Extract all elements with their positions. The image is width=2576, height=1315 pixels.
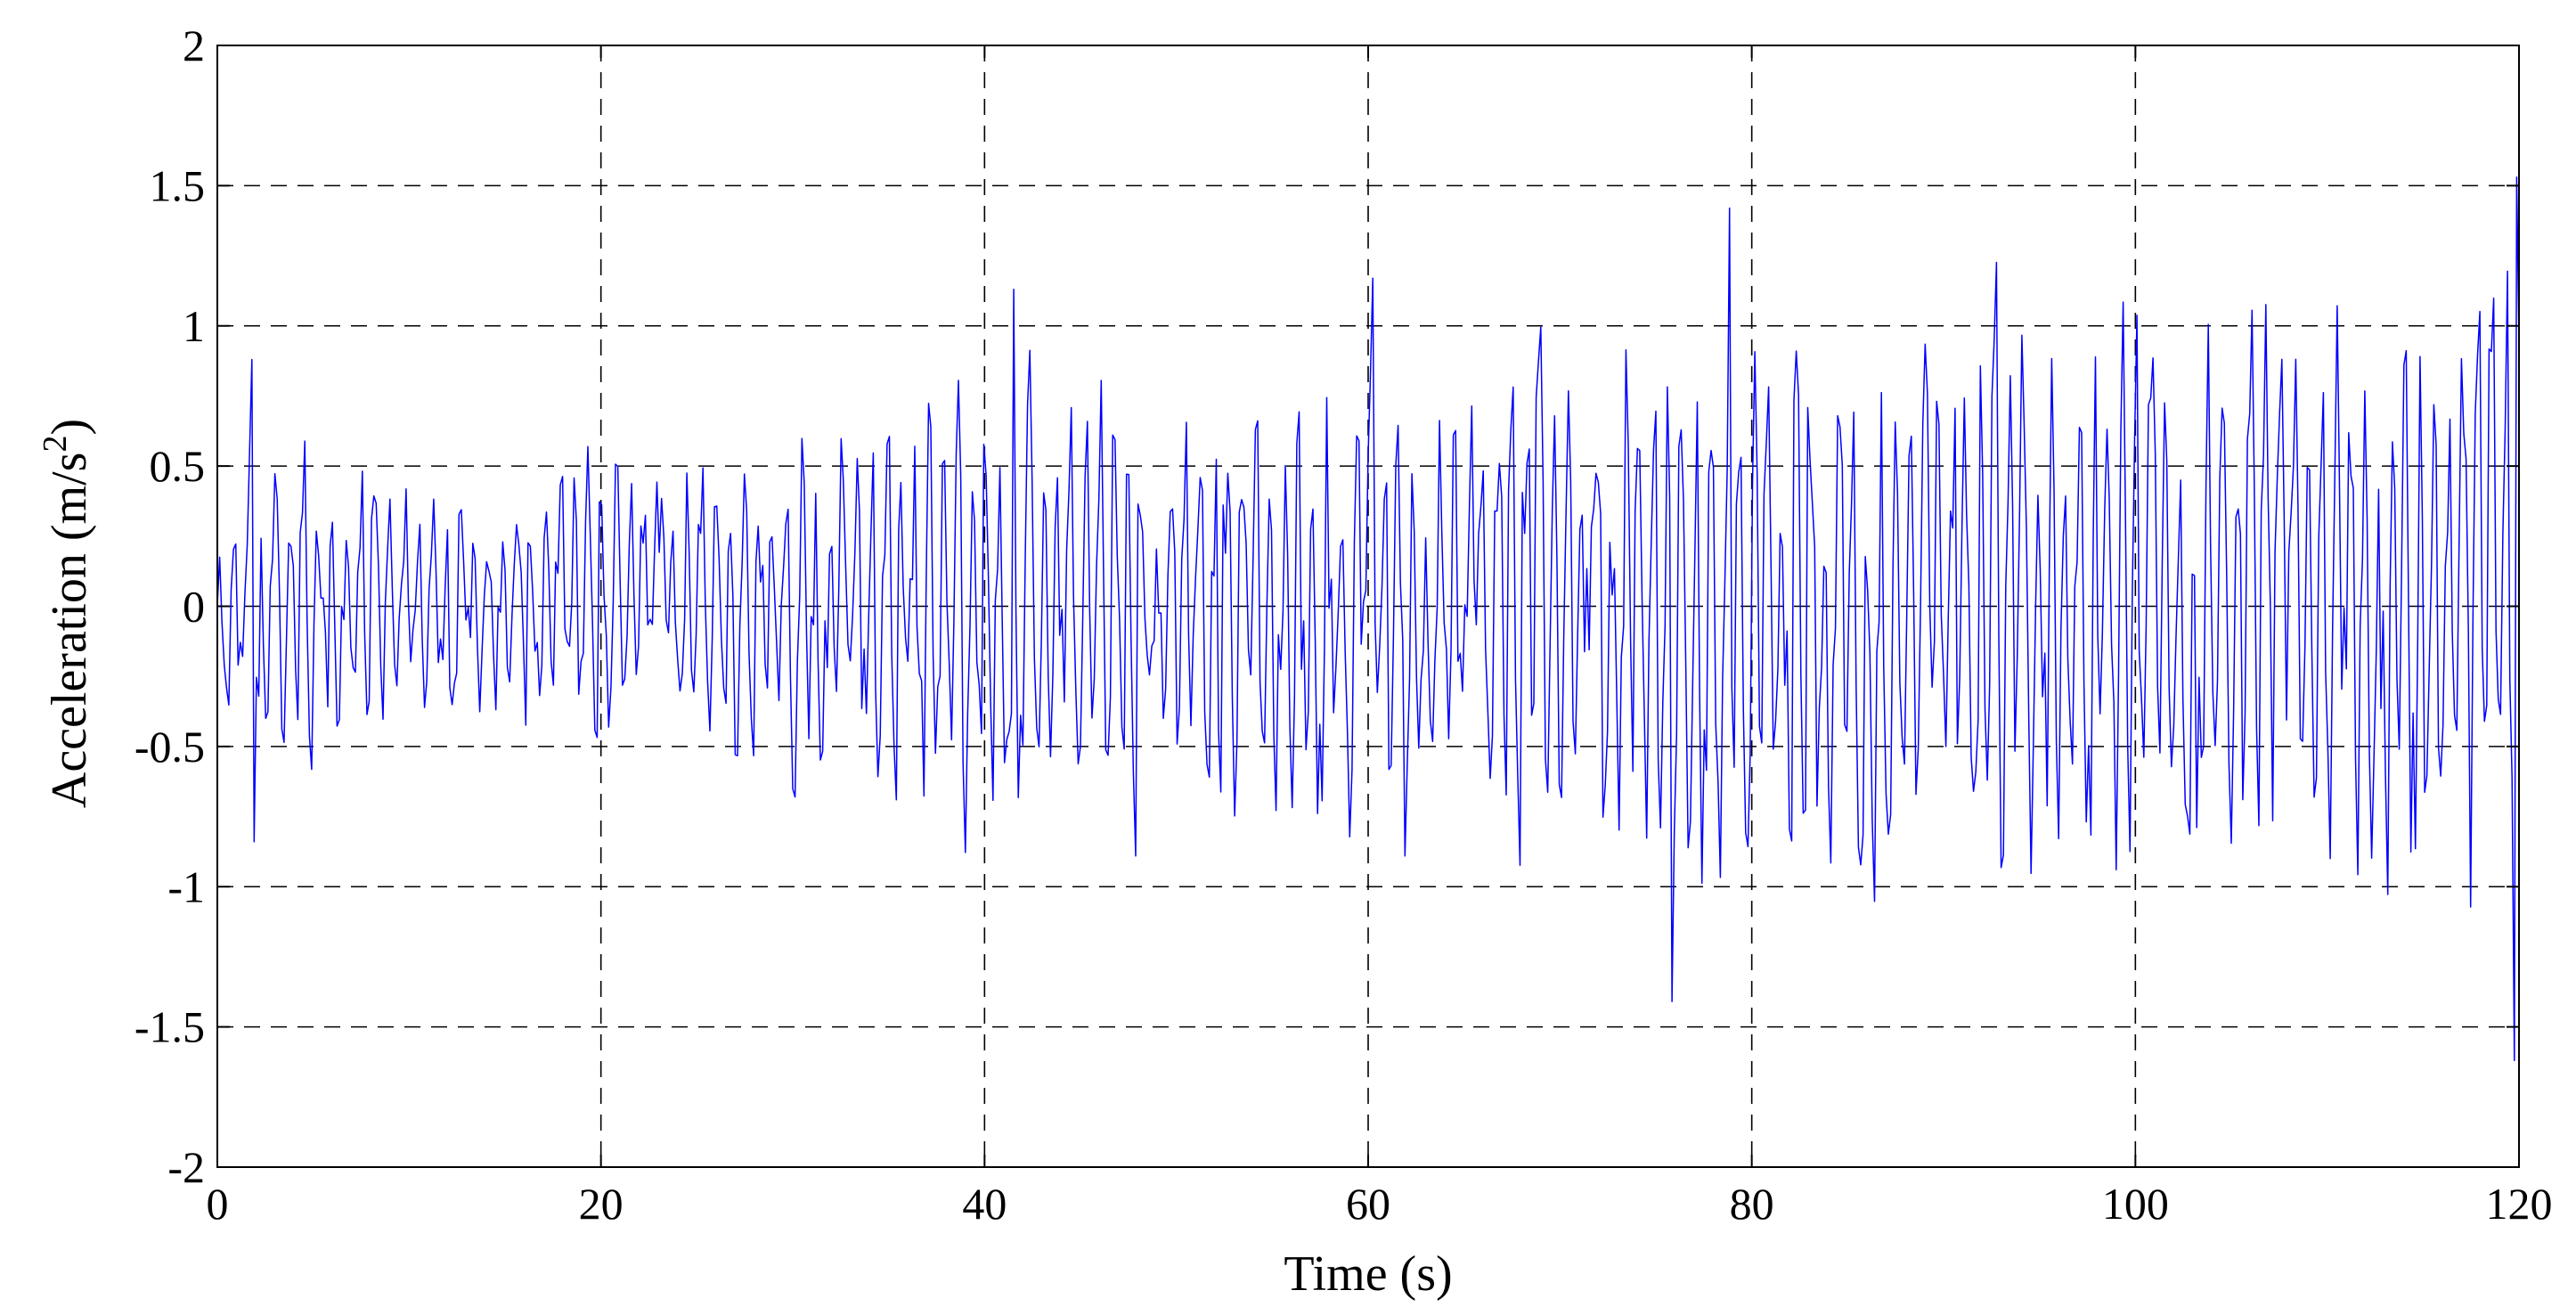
y-tick-label: 2 — [183, 20, 205, 70]
x-axis-label: Time (s) — [1284, 1246, 1452, 1302]
x-tick-label: 120 — [2486, 1179, 2553, 1229]
y-axis-label-main: Acceleration (m/s — [42, 453, 97, 809]
y-tick-label: 1 — [183, 301, 205, 351]
acceleration-series-line — [216, 176, 2520, 1062]
y-axis-label: Acceleration (m/s2) — [37, 419, 97, 808]
tick-labels: 0 20 40 60 80 100 120 2 1.5 1 0.5 0 -0.5 -1 -1.5 -2 — [135, 20, 2553, 1229]
y-axis-label-superscript: 2 — [37, 436, 74, 453]
x-tick-label: 100 — [2102, 1179, 2169, 1229]
y-tick-label: -1.5 — [135, 1002, 205, 1052]
x-tick-label: 60 — [1346, 1179, 1390, 1229]
y-tick-label: 0.5 — [150, 441, 206, 491]
x-tick-label: 20 — [579, 1179, 624, 1229]
series-layer — [216, 176, 2520, 1062]
tick-marks — [216, 45, 2520, 1168]
x-tick-label: 0 — [207, 1179, 229, 1229]
x-tick-label: 80 — [1730, 1179, 1774, 1229]
grid-lines — [217, 45, 2519, 1167]
y-tick-label: -0.5 — [135, 722, 205, 772]
y-tick-label: 1.5 — [150, 160, 206, 210]
y-axis-label-close: ) — [42, 419, 97, 436]
y-tick-label: -2 — [167, 1142, 205, 1192]
y-tick-label: -1 — [167, 862, 205, 911]
x-tick-label: 40 — [962, 1179, 1007, 1229]
y-tick-label: 0 — [183, 582, 205, 632]
